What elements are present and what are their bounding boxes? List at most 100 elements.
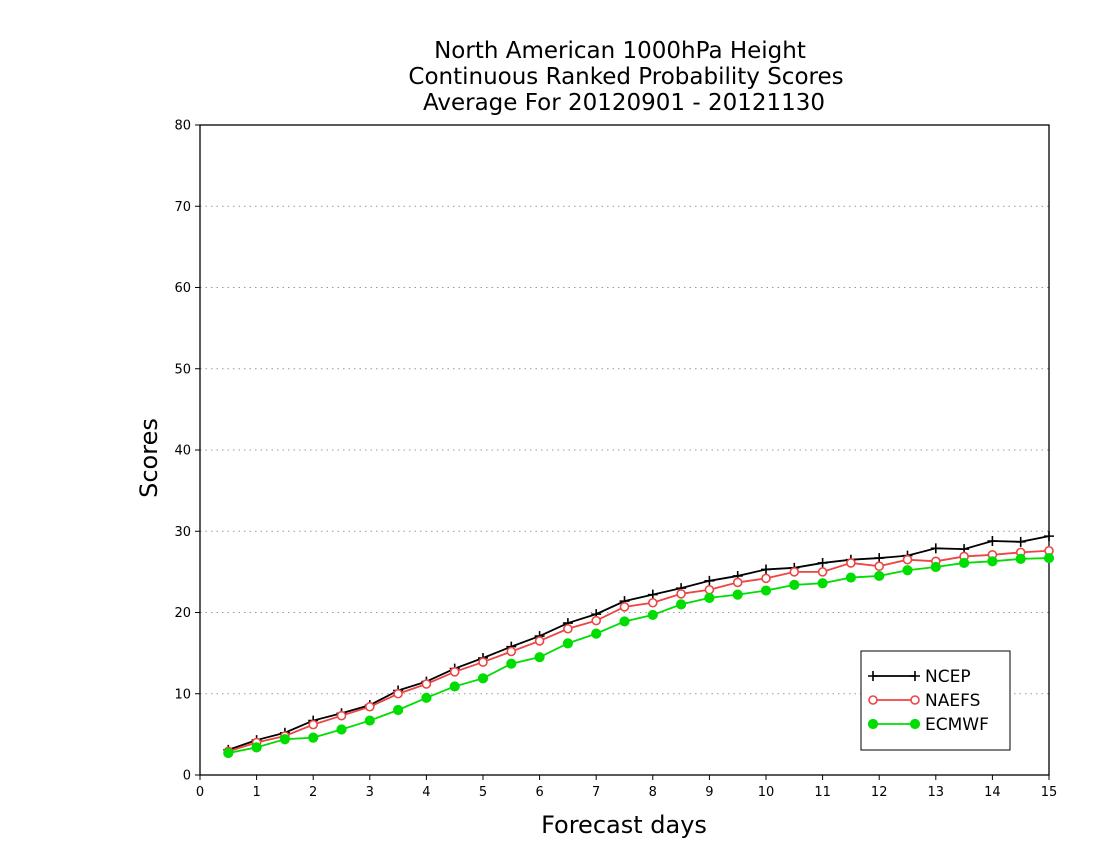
data-point-ncep-25 <box>930 543 941 554</box>
series-ecmwf <box>223 552 1055 759</box>
x-axis-label: Forecast days <box>541 811 707 839</box>
data-point-ecmwf-22 <box>845 572 857 583</box>
x-axis-ticks: 0 1 2 3 4 5 6 7 8 9 10 11 12 13 14 15 <box>196 775 1057 800</box>
data-point-ecmwf-1 <box>251 742 262 753</box>
grid-lines <box>200 205 1049 695</box>
x-tick-label-8: 8 <box>649 785 657 800</box>
chart-title-line-3: Average For 20120901 - 20121130 <box>423 90 825 116</box>
data-point-ncep-28 <box>1015 536 1026 547</box>
x-tick-label-13: 13 <box>928 785 945 800</box>
x-tick-label-15: 15 <box>1041 785 1058 800</box>
data-point-ncep-17 <box>704 575 715 586</box>
data-point-naefs-20 <box>789 567 800 577</box>
x-tick-label-3: 3 <box>366 785 374 800</box>
data-point-ecmwf-11 <box>534 652 545 663</box>
data-point-naefs-17 <box>704 584 715 595</box>
legend-label-naefs: NAEFS <box>925 691 980 711</box>
data-point-ecmwf-10 <box>506 658 517 669</box>
data-point-ecmwf-16 <box>676 599 687 610</box>
data-point-ecmwf-25 <box>930 561 941 573</box>
data-point-ecmwf-17 <box>704 592 715 603</box>
legend-marker-right-ncep <box>910 671 920 681</box>
data-point-naefs-7 <box>421 679 432 689</box>
x-tick-label-6: 6 <box>535 785 543 800</box>
x-tick-label-10: 10 <box>758 785 775 800</box>
x-tick-label-4: 4 <box>422 785 430 800</box>
y-axis-ticks: 0 10 20 30 40 50 60 70 80 <box>174 119 200 784</box>
y-axis-label: Scores <box>135 418 163 498</box>
data-point-ecmwf-9 <box>477 673 489 684</box>
data-point-naefs-4 <box>336 710 347 721</box>
x-tick-label-7: 7 <box>592 785 600 800</box>
legend-label-ncep: NCEP <box>925 667 971 687</box>
data-point-naefs-6 <box>393 688 403 699</box>
data-point-naefs-18 <box>732 577 743 588</box>
chart-title: North American 1000hPa Height Continuous… <box>408 38 843 116</box>
data-point-ecmwf-26 <box>959 557 970 569</box>
data-point-naefs-15 <box>647 597 658 608</box>
legend-marker-left-ecmwf <box>867 718 879 730</box>
data-point-ecmwf-18 <box>732 589 743 600</box>
data-point-ncep-21 <box>817 557 828 568</box>
x-tick-label-5: 5 <box>479 785 487 800</box>
data-point-naefs-8 <box>449 667 460 677</box>
x-tick-label-1: 1 <box>252 785 260 800</box>
series-naefs <box>223 545 1054 757</box>
data-point-naefs-16 <box>676 589 686 599</box>
x-tick-label-9: 9 <box>705 785 713 800</box>
legend-marker-right-naefs <box>910 695 920 705</box>
data-point-naefs-23 <box>874 561 885 571</box>
legend-marker-left-naefs <box>868 695 878 705</box>
data-point-naefs-19 <box>761 573 771 584</box>
chart-title-line-2: Continuous Ranked Probability Scores <box>408 64 843 90</box>
data-point-ecmwf-28 <box>1015 553 1026 564</box>
data-point-ecmwf-29 <box>1043 552 1055 564</box>
data-point-ecmwf-8 <box>449 681 460 692</box>
x-tick-label-14: 14 <box>984 785 1001 800</box>
data-point-ecmwf-21 <box>817 578 828 589</box>
data-point-ecmwf-15 <box>647 609 658 621</box>
y-tick-label-0: 0 <box>183 769 191 784</box>
y-tick-label-10: 10 <box>174 687 191 702</box>
x-tick-label-12: 12 <box>871 785 888 800</box>
data-point-ecmwf-14 <box>619 616 630 627</box>
data-point-ecmwf-23 <box>874 570 885 582</box>
data-point-naefs-13 <box>591 615 602 626</box>
data-point-ncep-29 <box>1044 531 1054 542</box>
data-point-ecmwf-2 <box>279 734 290 745</box>
legend-marker-left-ncep <box>868 671 878 681</box>
data-point-naefs-9 <box>478 657 488 667</box>
chart-title-line-1: North American 1000hPa Height <box>434 38 806 64</box>
data-point-ecmwf-0 <box>223 747 234 759</box>
data-point-naefs-14 <box>619 602 630 612</box>
data-point-ecmwf-13 <box>591 628 602 639</box>
data-point-naefs-21 <box>817 567 828 577</box>
y-tick-label-70: 70 <box>174 200 191 215</box>
data-point-naefs-5 <box>364 701 375 712</box>
data-point-naefs-24 <box>902 554 913 565</box>
data-point-ncep-19 <box>761 564 771 575</box>
data-point-ecmwf-6 <box>393 704 404 716</box>
y-tick-label-60: 60 <box>174 281 191 296</box>
x-tick-label-11: 11 <box>814 785 831 800</box>
data-point-naefs-3 <box>308 719 319 730</box>
data-point-ecmwf-3 <box>308 732 319 743</box>
x-tick-label-0: 0 <box>196 785 204 800</box>
y-tick-label-20: 20 <box>174 606 191 621</box>
data-point-ecmwf-24 <box>902 565 913 576</box>
data-point-ncep-27 <box>987 536 998 546</box>
series-lines <box>223 531 1055 759</box>
y-tick-label-50: 50 <box>174 362 191 377</box>
data-point-ecmwf-12 <box>562 638 574 649</box>
y-tick-label-30: 30 <box>174 525 191 540</box>
data-point-ecmwf-7 <box>421 692 432 703</box>
data-point-ecmwf-27 <box>987 556 998 567</box>
legend-marker-right-ecmwf <box>909 718 921 730</box>
y-tick-label-40: 40 <box>174 444 191 459</box>
legend: NCEP NAEFS ECMWF <box>860 650 1011 751</box>
data-point-naefs-12 <box>563 623 573 634</box>
data-point-ecmwf-4 <box>336 724 347 735</box>
legend-label-ecmwf: ECMWF <box>925 715 989 735</box>
data-point-ecmwf-20 <box>789 579 800 590</box>
